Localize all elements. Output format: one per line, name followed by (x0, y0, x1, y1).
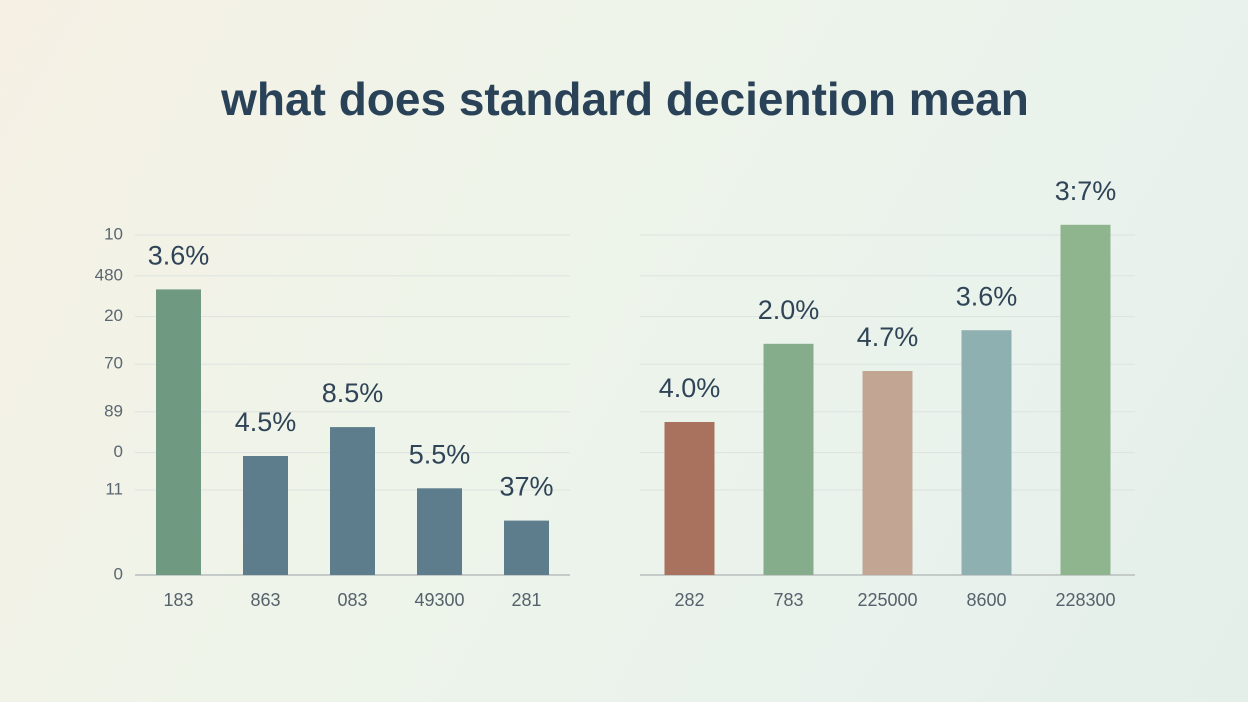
bar-annotation: 4.5% (235, 407, 297, 437)
y-tick-label: 480 (95, 265, 123, 284)
y-tick-label: 0 (114, 564, 123, 583)
bar (330, 427, 375, 575)
x-tick-label: 282 (674, 590, 704, 610)
bar-annotation: 37% (499, 472, 553, 502)
x-tick-label: 281 (511, 590, 541, 610)
x-tick-label: 083 (337, 590, 367, 610)
bar (243, 456, 288, 575)
x-tick-label: 783 (773, 590, 803, 610)
y-tick-label: 89 (104, 401, 123, 420)
y-tick-label: 10 (104, 224, 123, 243)
bar-annotation: 4.0% (659, 373, 721, 403)
x-tick-label: 49300 (414, 590, 464, 610)
x-tick-label: 225000 (857, 590, 917, 610)
bar-annotation: 2.0% (758, 295, 820, 325)
bar (763, 343, 814, 575)
x-tick-label: 863 (250, 590, 280, 610)
x-tick-label: 8600 (966, 590, 1006, 610)
bar (862, 371, 913, 575)
bar-annotation: 5.5% (409, 439, 471, 469)
y-tick-label: 0 (114, 442, 123, 461)
bar (664, 422, 715, 575)
bar-annotation: 8.5% (322, 378, 384, 408)
bar-annotation: 3.6% (956, 281, 1018, 311)
bar (504, 520, 549, 575)
bar-annotation: 3.6% (148, 241, 210, 271)
bar (417, 488, 462, 575)
x-tick-label: 183 (163, 590, 193, 610)
x-tick-label: 228300 (1055, 590, 1115, 610)
chart-title: what does standard deciention mean (220, 73, 1029, 125)
bar-annotation: 4.7% (857, 322, 919, 352)
y-tick-label: 70 (104, 354, 123, 373)
bar (961, 330, 1012, 575)
bar (1060, 224, 1111, 576)
y-tick-label: 11 (105, 479, 123, 498)
y-tick-label: 20 (104, 306, 123, 325)
bar (156, 289, 201, 575)
bar-annotation: 3:7% (1055, 176, 1117, 206)
